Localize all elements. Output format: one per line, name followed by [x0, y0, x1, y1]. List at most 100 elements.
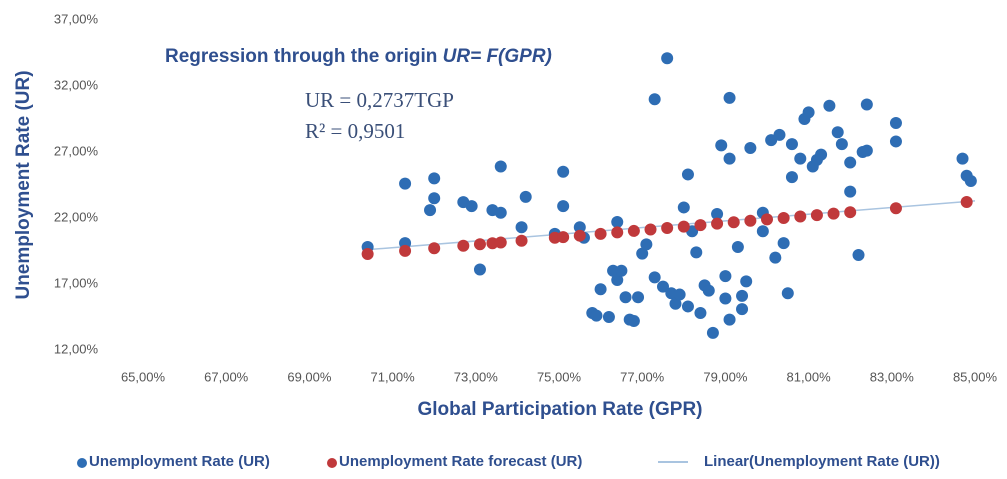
point	[802, 106, 815, 119]
point	[827, 207, 840, 220]
point	[627, 314, 640, 327]
point	[761, 213, 773, 226]
legend-swatch	[77, 458, 87, 468]
point	[594, 283, 607, 296]
x-tick-label: 69,00%	[287, 369, 332, 384]
point	[723, 313, 736, 326]
point	[473, 263, 486, 276]
y-tick-label: 12,00%	[54, 341, 99, 356]
x-tick-label: 81,00%	[787, 369, 832, 384]
point	[794, 210, 807, 223]
y-tick-label: 32,00%	[54, 77, 99, 92]
point	[428, 242, 441, 255]
point	[852, 248, 865, 261]
point	[744, 142, 757, 155]
point	[731, 241, 744, 254]
point	[810, 209, 823, 222]
point	[736, 289, 749, 302]
point	[619, 291, 632, 304]
point	[889, 202, 902, 215]
legend-label: Linear(Unemployment Rate (UR))	[704, 453, 940, 470]
point	[719, 270, 732, 283]
point	[835, 138, 848, 151]
point	[557, 165, 570, 178]
point	[831, 126, 844, 139]
point	[960, 196, 973, 209]
point	[636, 247, 649, 260]
point	[723, 152, 736, 165]
point	[615, 264, 628, 277]
point	[494, 160, 507, 173]
point	[785, 138, 798, 151]
title-text: Regression through the origin	[165, 46, 443, 67]
point	[494, 206, 507, 219]
point	[719, 292, 732, 305]
point	[661, 52, 674, 65]
point	[465, 200, 478, 213]
point	[785, 171, 798, 184]
x-tick-label: 77,00%	[620, 369, 665, 384]
point	[669, 297, 682, 310]
point	[557, 231, 570, 244]
point	[607, 264, 620, 277]
point	[823, 99, 836, 112]
point	[573, 229, 586, 242]
legend-label: Unemployment Rate (UR)	[89, 453, 270, 470]
point	[428, 172, 441, 185]
point	[457, 239, 470, 252]
point	[677, 201, 690, 214]
point	[889, 135, 902, 148]
point	[681, 300, 694, 313]
x-tick-label: 67,00%	[204, 369, 249, 384]
x-tick-label: 75,00%	[537, 369, 582, 384]
point	[590, 309, 603, 322]
point	[702, 284, 715, 297]
point	[690, 246, 703, 259]
point	[494, 236, 507, 249]
point	[399, 244, 412, 257]
point	[611, 215, 624, 228]
point	[611, 274, 624, 287]
point	[723, 91, 736, 104]
point	[661, 222, 674, 235]
y-tick-label: 22,00%	[54, 209, 99, 224]
point	[736, 303, 749, 316]
y-tick-label: 37,00%	[54, 11, 99, 26]
point	[424, 204, 437, 217]
point	[781, 287, 794, 300]
equation: UR = 0,2737TGP	[305, 88, 454, 112]
title-italic: UR= F(GPR)	[443, 46, 552, 67]
point	[777, 212, 790, 224]
legend-label: Unemployment Rate forecast (UR)	[339, 453, 582, 470]
point	[611, 226, 624, 239]
point	[815, 148, 828, 161]
point	[632, 291, 645, 304]
x-tick-label: 83,00%	[870, 369, 915, 384]
x-tick-label: 85,00%	[953, 369, 998, 384]
point	[769, 251, 782, 264]
point	[515, 234, 528, 247]
point	[677, 220, 690, 233]
y-tick-label: 17,00%	[54, 275, 99, 290]
point	[515, 221, 528, 234]
x-axis-label: Global Participation Rate (GPR)	[417, 399, 702, 420]
point	[889, 116, 902, 129]
point	[557, 200, 570, 213]
point	[681, 168, 694, 181]
point	[594, 227, 607, 240]
point	[860, 144, 873, 157]
point	[648, 271, 661, 284]
point	[627, 224, 640, 237]
point	[573, 221, 586, 234]
point	[964, 175, 977, 188]
point	[727, 216, 740, 229]
point	[473, 238, 486, 251]
point	[860, 98, 873, 111]
y-tick-label: 27,00%	[54, 143, 99, 158]
point	[648, 93, 661, 106]
point	[361, 248, 374, 261]
point	[657, 280, 669, 293]
point	[777, 237, 790, 250]
point	[694, 219, 707, 232]
